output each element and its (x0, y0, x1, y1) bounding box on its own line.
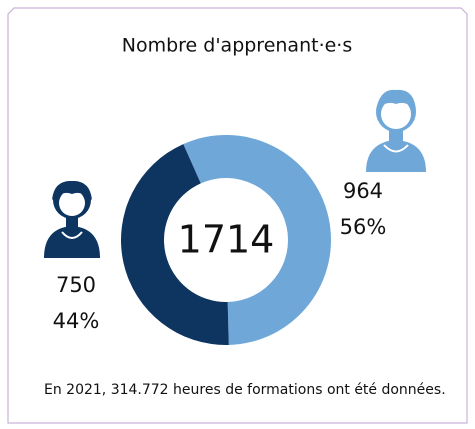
donut-segment (121, 144, 229, 345)
donut (121, 135, 332, 345)
chart-title: Nombre d'apprenant·e·s (122, 35, 353, 57)
total-label: 1714 (178, 218, 275, 262)
value-label: 964 (343, 179, 383, 203)
footnote: En 2021, 314.772 heures de formations on… (44, 382, 446, 398)
percent-label: 44% (53, 309, 100, 333)
donut-segment (183, 135, 332, 345)
male-icon (44, 180, 100, 258)
card-border (7, 7, 468, 424)
female-icon (366, 89, 426, 172)
percent-label: 56% (340, 215, 387, 239)
value-label: 750 (56, 273, 96, 297)
